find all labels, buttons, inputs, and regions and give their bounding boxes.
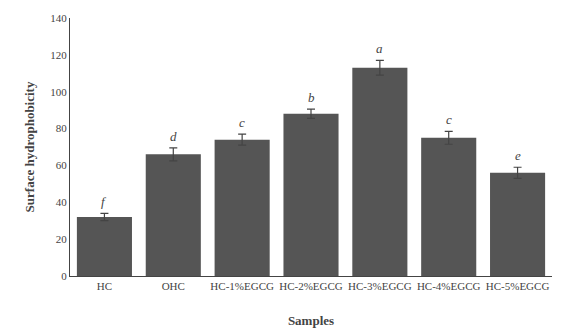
svg-text:120: 120 bbox=[50, 49, 67, 61]
svg-text:c: c bbox=[239, 115, 245, 130]
svg-text:Surface hydrophobicity: Surface hydrophobicity bbox=[22, 81, 37, 212]
svg-text:Samples: Samples bbox=[288, 313, 334, 328]
svg-text:140: 140 bbox=[50, 12, 67, 24]
svg-text:HC-4%EGCG: HC-4%EGCG bbox=[417, 280, 481, 292]
svg-text:HC: HC bbox=[97, 280, 112, 292]
svg-text:c: c bbox=[446, 112, 452, 127]
svg-text:80: 80 bbox=[56, 122, 68, 134]
svg-text:60: 60 bbox=[56, 159, 68, 171]
svg-text:b: b bbox=[308, 90, 315, 105]
svg-text:HC-2%EGCG: HC-2%EGCG bbox=[279, 280, 343, 292]
svg-text:HC-3%EGCG: HC-3%EGCG bbox=[348, 280, 412, 292]
svg-text:e: e bbox=[515, 148, 521, 163]
svg-text:a: a bbox=[376, 41, 383, 56]
svg-text:100: 100 bbox=[50, 86, 67, 98]
svg-text:HC-1%EGCG: HC-1%EGCG bbox=[210, 280, 274, 292]
svg-text:d: d bbox=[170, 129, 177, 144]
svg-text:HC-5%EGCG: HC-5%EGCG bbox=[486, 280, 550, 292]
svg-text:0: 0 bbox=[61, 270, 67, 282]
svg-text:40: 40 bbox=[56, 196, 68, 208]
svg-text:20: 20 bbox=[56, 233, 68, 245]
svg-text:OHC: OHC bbox=[162, 280, 185, 292]
svg-text:f: f bbox=[101, 194, 107, 209]
